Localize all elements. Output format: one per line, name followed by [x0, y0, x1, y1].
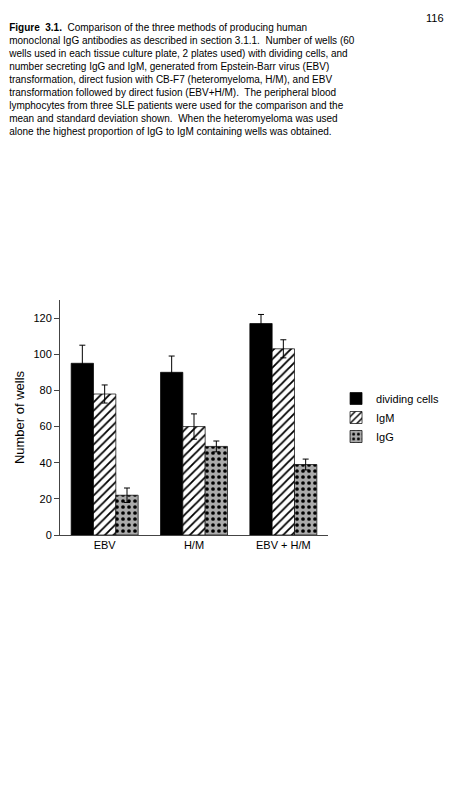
svg-text:Number of wells: Number of wells [12, 370, 27, 464]
svg-text:dividing cells: dividing cells [376, 393, 439, 405]
svg-text:20: 20 [40, 493, 52, 505]
svg-text:EBV + H/M: EBV + H/M [256, 539, 311, 551]
svg-text:120: 120 [33, 312, 51, 324]
svg-text:100: 100 [33, 348, 51, 360]
svg-text:IgG: IgG [376, 431, 394, 443]
svg-text:0: 0 [46, 529, 52, 541]
svg-text:116: 116 [426, 12, 444, 24]
svg-text:EBV: EBV [94, 539, 117, 551]
svg-text:Figure 3.1. Comparison of th: Figure 3.1. Comparison of the three meth… [8, 22, 355, 137]
svg-text:60: 60 [40, 420, 52, 432]
svg-text:40: 40 [40, 457, 52, 469]
svg-text:80: 80 [40, 384, 52, 396]
svg-text:H/M: H/M [184, 539, 204, 551]
svg-text:IgM: IgM [376, 412, 394, 424]
